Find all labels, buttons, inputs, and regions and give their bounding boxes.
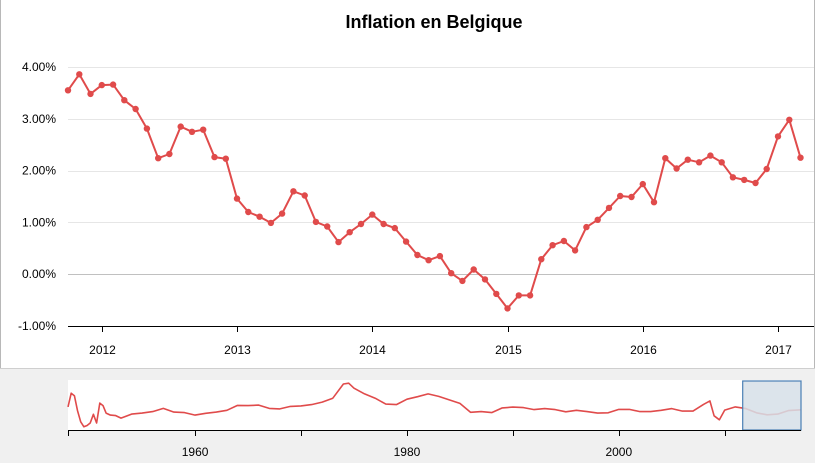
- data-point[interactable]: [504, 305, 511, 312]
- data-point[interactable]: [64, 87, 72, 94]
- data-point[interactable]: [324, 223, 331, 230]
- data-point[interactable]: [786, 116, 793, 124]
- data-point[interactable]: [605, 204, 613, 212]
- navigator-tick-label: 1980: [394, 445, 421, 459]
- data-point[interactable]: [617, 192, 624, 200]
- data-point[interactable]: [549, 242, 556, 249]
- data-point[interactable]: [684, 156, 691, 163]
- data-point[interactable]: [98, 81, 106, 89]
- data-point[interactable]: [436, 252, 444, 260]
- navigator-series: [67, 382, 802, 428]
- navigator-tick-label: 1960: [182, 445, 209, 459]
- data-point[interactable]: [538, 256, 545, 263]
- data-point[interactable]: [109, 81, 117, 88]
- navigator-x-ticks: 1960 1980 2000: [68, 430, 726, 459]
- data-point[interactable]: [459, 277, 466, 285]
- data-point[interactable]: [188, 128, 196, 135]
- data-point[interactable]: [560, 237, 568, 245]
- x-tick-label: 2013: [224, 343, 251, 357]
- data-point[interactable]: [673, 165, 680, 172]
- data-point[interactable]: [763, 165, 770, 173]
- y-axis-tick-labels: 4.00% 3.00% 2.00% 1.00% 0.00% -1.00%: [18, 60, 56, 333]
- x-tick-label: 2017: [765, 343, 792, 357]
- data-point[interactable]: [594, 216, 601, 223]
- data-point[interactable]: [245, 208, 252, 216]
- x-tick-label: 2015: [495, 343, 522, 357]
- data-point[interactable]: [729, 174, 737, 181]
- navigator[interactable]: 1960 1980 2000: [0, 368, 815, 463]
- x-axis-ticks: 2012 2013 2014 2015 2016 2017: [89, 326, 792, 357]
- data-point[interactable]: [256, 213, 263, 220]
- data-point[interactable]: [774, 133, 782, 140]
- data-point[interactable]: [211, 153, 218, 161]
- data-point[interactable]: [515, 292, 522, 299]
- inflation-line: [67, 73, 802, 310]
- chart-title: Inflation en Belgique: [345, 12, 522, 32]
- data-point[interactable]: [76, 71, 83, 78]
- y-tick-label: 1.00%: [22, 215, 56, 229]
- navigator-line: [67, 382, 802, 428]
- data-point[interactable]: [143, 125, 151, 132]
- data-point[interactable]: [425, 257, 432, 264]
- y-tick-label: 2.00%: [22, 164, 56, 178]
- data-point[interactable]: [335, 238, 342, 246]
- data-point[interactable]: [639, 180, 646, 188]
- data-point[interactable]: [470, 266, 477, 273]
- data-point[interactable]: [155, 155, 162, 162]
- inflation-series: [64, 71, 804, 312]
- data-point[interactable]: [526, 292, 534, 299]
- data-point[interactable]: [493, 290, 500, 298]
- data-point[interactable]: [87, 90, 94, 98]
- data-point[interactable]: [662, 155, 669, 162]
- data-point[interactable]: [402, 238, 410, 245]
- x-tick-label: 2016: [630, 343, 657, 357]
- data-point[interactable]: [695, 159, 703, 166]
- data-point[interactable]: [222, 155, 229, 162]
- data-point[interactable]: [707, 152, 714, 159]
- data-point[interactable]: [346, 229, 353, 236]
- data-point[interactable]: [414, 251, 421, 259]
- main-gridlines: [68, 67, 814, 327]
- data-point[interactable]: [177, 123, 184, 130]
- y-tick-label: -1.00%: [18, 319, 56, 333]
- data-point[interactable]: [290, 188, 297, 195]
- data-point[interactable]: [481, 276, 489, 283]
- data-point[interactable]: [650, 199, 658, 206]
- data-point[interactable]: [391, 224, 398, 232]
- data-point[interactable]: [121, 97, 128, 104]
- data-point[interactable]: [752, 179, 759, 187]
- data-point[interactable]: [583, 223, 590, 231]
- navigator-tick-label: 2000: [605, 445, 632, 459]
- x-tick-label: 2012: [89, 343, 116, 357]
- data-point[interactable]: [741, 176, 748, 184]
- y-tick-label: 4.00%: [22, 60, 56, 74]
- data-point[interactable]: [312, 218, 320, 226]
- data-point[interactable]: [369, 211, 376, 218]
- data-point[interactable]: [571, 247, 579, 254]
- y-tick-label: 0.00%: [22, 267, 56, 281]
- data-point[interactable]: [628, 193, 635, 201]
- data-point[interactable]: [301, 192, 308, 199]
- navigator-plot-area: [68, 380, 801, 430]
- navigator-selection-window[interactable]: [742, 380, 802, 431]
- y-tick-label: 3.00%: [22, 112, 56, 126]
- data-point[interactable]: [267, 219, 275, 227]
- data-point[interactable]: [200, 126, 207, 133]
- data-point[interactable]: [278, 210, 286, 217]
- data-point[interactable]: [448, 270, 455, 277]
- data-point[interactable]: [357, 220, 365, 228]
- data-point[interactable]: [166, 150, 173, 158]
- data-point[interactable]: [233, 195, 241, 202]
- data-point[interactable]: [797, 154, 804, 161]
- data-point[interactable]: [718, 159, 725, 166]
- x-tick-label: 2014: [359, 343, 386, 357]
- data-point[interactable]: [132, 105, 139, 113]
- data-point[interactable]: [380, 220, 387, 228]
